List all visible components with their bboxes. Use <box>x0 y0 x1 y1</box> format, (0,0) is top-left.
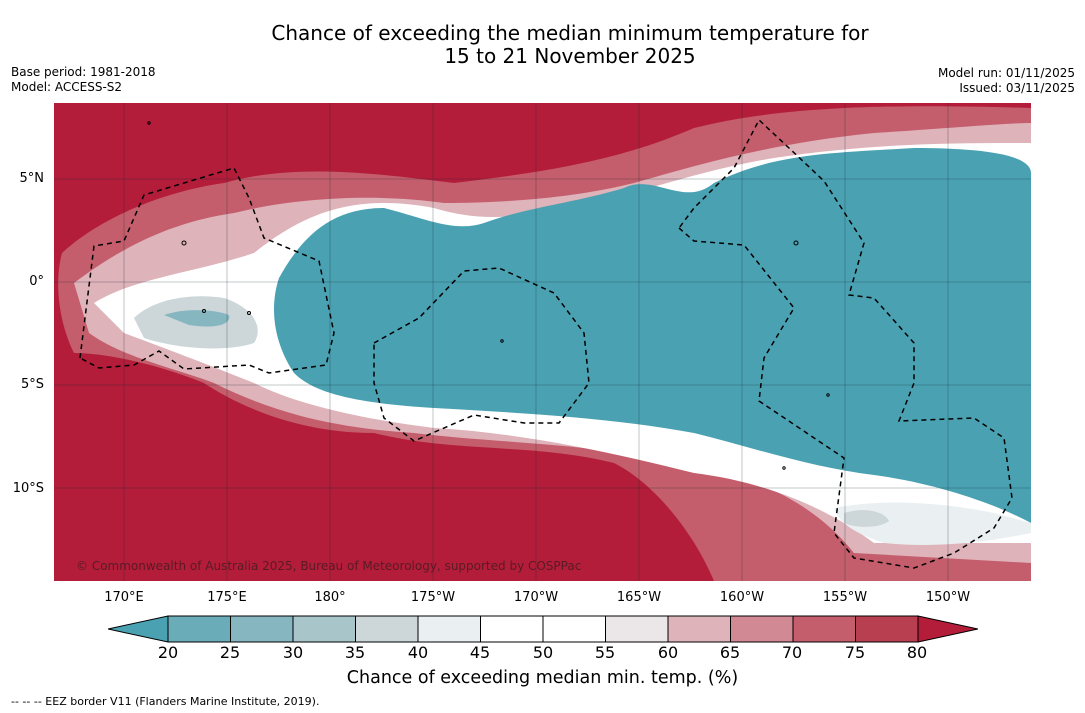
colorbar-tick: 75 <box>844 643 866 662</box>
colorbar-tick: 30 <box>282 643 304 662</box>
title-line-1: Chance of exceeding the median minimum t… <box>271 21 869 45</box>
colorbar-segment <box>730 615 794 643</box>
lon-label-180: 180° <box>314 590 346 605</box>
colorbar-tick: 70 <box>781 643 803 662</box>
lon-label-170w: 170°W <box>513 590 559 605</box>
colorbar-segment <box>855 615 919 643</box>
meta-right: Model run: 01/11/2025 Issued: 03/11/2025 <box>938 66 1075 96</box>
colorbar-arrow-high <box>917 615 978 643</box>
gridlines <box>54 103 1031 581</box>
eez-footnote: -- -- -- EEZ border V11 (Flanders Marine… <box>11 695 320 708</box>
lon-label-160w: 160°W <box>719 590 765 605</box>
lon-label-155w: 155°W <box>822 590 868 605</box>
meta-left: Base period: 1981-2018 Model: ACCESS-S2 <box>11 65 156 95</box>
chart-title: Chance of exceeding the median minimum t… <box>200 22 940 68</box>
band-30 <box>164 310 230 327</box>
colorbar-segment <box>667 615 731 643</box>
colorbar-tick: 25 <box>219 643 241 662</box>
model-run: Model run: 01/11/2025 <box>937 66 1075 80</box>
lat-label-5n: 5°N <box>19 171 45 186</box>
band-45 <box>834 502 1031 545</box>
lon-label-170e: 170°E <box>104 590 144 605</box>
band-40-patch <box>844 510 889 527</box>
colorbar-label: Chance of exceeding median min. temp. (%… <box>346 668 739 688</box>
colorbar-tick: 45 <box>469 643 491 662</box>
colorbar-tick: 50 <box>532 643 554 662</box>
colorbar-tick: 60 <box>657 643 679 662</box>
colorbar-tick: 35 <box>344 643 366 662</box>
lat-label-5s: 5°S <box>20 377 44 392</box>
colorbar-segment <box>230 615 294 643</box>
lat-label-10s: 10°S <box>12 481 44 496</box>
colorbar-tick: 80 <box>906 643 928 662</box>
lon-label-175w: 175°W <box>410 590 456 605</box>
colorbar-arrow-low <box>108 615 169 643</box>
model-name: Model: ACCESS-S2 <box>11 80 123 94</box>
islands <box>147 121 830 470</box>
colorbar-segment <box>605 615 669 643</box>
lon-label-165w: 165°W <box>616 590 662 605</box>
base-period: Base period: 1981-2018 <box>11 65 156 79</box>
colorbar-tick: 55 <box>594 643 616 662</box>
lon-label-150w: 150°W <box>925 590 971 605</box>
title-line-2: 15 to 21 November 2025 <box>444 44 696 68</box>
colorbar-tick: 40 <box>407 643 429 662</box>
lat-label-0: 0° <box>29 274 44 289</box>
map-plot[interactable] <box>54 103 1031 581</box>
credit-text: © Commonwealth of Australia 2025, Bureau… <box>76 559 582 573</box>
eez-borders <box>79 118 1013 569</box>
colorbar <box>108 615 978 643</box>
band-20 <box>274 148 1031 523</box>
colorbar-tick: 65 <box>719 643 741 662</box>
issued-date: Issued: 03/11/2025 <box>959 81 1075 95</box>
colorbar-segment <box>542 615 606 643</box>
colorbar-segment <box>292 615 356 643</box>
colorbar-segment <box>417 615 481 643</box>
colorbar-segment <box>480 615 544 643</box>
colorbar-segment <box>355 615 419 643</box>
colorbar-tick: 20 <box>157 643 179 662</box>
colorbar-segment <box>167 615 231 643</box>
lon-label-175e: 175°E <box>207 590 247 605</box>
colorbar-segment <box>792 615 856 643</box>
